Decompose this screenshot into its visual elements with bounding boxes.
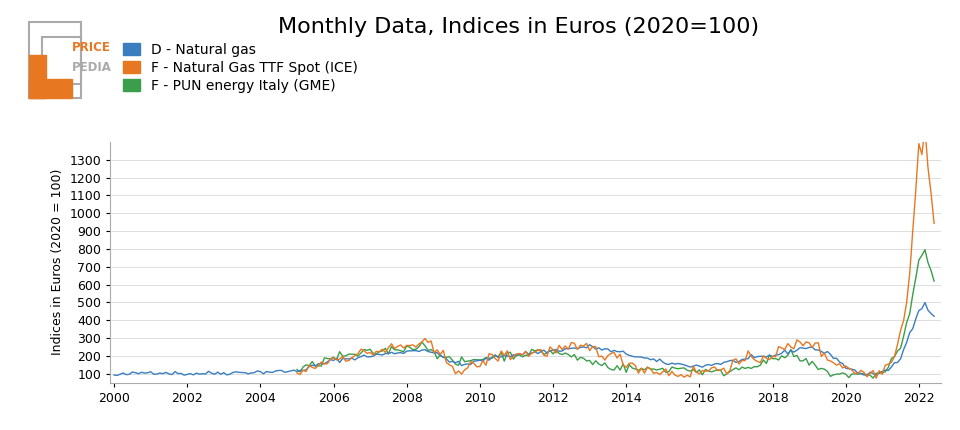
Y-axis label: Indices in Euros (2020 = 100): Indices in Euros (2020 = 100) xyxy=(51,169,64,356)
Text: Monthly Data, Indices in Euros (2020=100): Monthly Data, Indices in Euros (2020=100… xyxy=(277,17,759,37)
Bar xyxy=(29,55,46,98)
Bar xyxy=(29,79,72,98)
Text: PRICE: PRICE xyxy=(72,41,110,54)
Text: PEDIA: PEDIA xyxy=(72,61,112,74)
Legend: D - Natural gas, F - Natural Gas TTF Spot (ICE), F - PUN energy Italy (GME): D - Natural gas, F - Natural Gas TTF Spo… xyxy=(117,37,363,98)
